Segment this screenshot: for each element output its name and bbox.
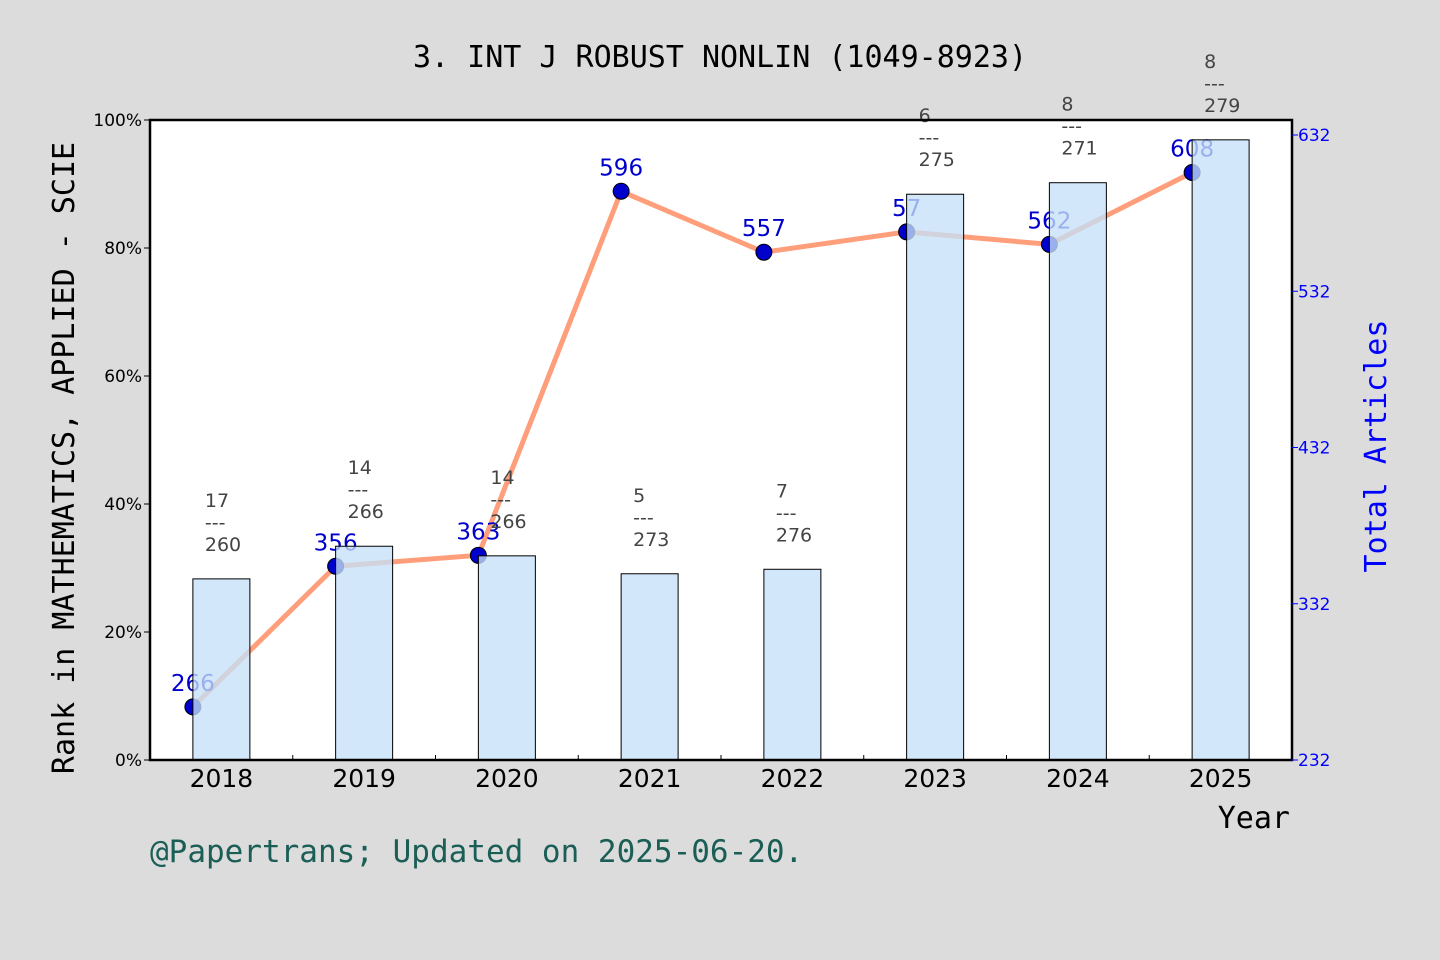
- rank-label: 14: [348, 457, 372, 479]
- rank-total-label: 275: [919, 149, 955, 171]
- x-tick-label: 2021: [618, 764, 682, 793]
- line-value-label: 557: [742, 216, 786, 242]
- x-tick-label: 2022: [761, 764, 825, 793]
- x-tick-label: 2024: [1046, 764, 1110, 793]
- line-value-label: 363: [456, 519, 500, 545]
- line-value-label: 596: [599, 155, 643, 181]
- rank-total-label: 266: [348, 501, 384, 523]
- rank-bar: [763, 568, 822, 761]
- rank-separator: ---: [348, 479, 369, 501]
- rank-total-label: 260: [205, 534, 241, 556]
- y-left-tick-label: 60%: [104, 367, 142, 387]
- rank-separator: ---: [919, 127, 940, 149]
- x-tick-label: 2019: [332, 764, 396, 793]
- footer-credit: @Papertrans; Updated on 2025-06-20.: [150, 834, 804, 870]
- rank-label: 8: [1204, 51, 1216, 73]
- x-tick-label: 2020: [475, 764, 539, 793]
- y-axis-right-label: Total Articles: [1359, 320, 1394, 573]
- y-right-tick-label: 232: [1298, 751, 1330, 771]
- rank-bar: [335, 545, 394, 761]
- rank-total-label: 266: [490, 511, 526, 533]
- rank-bar: [192, 578, 251, 761]
- rank-total-label: 271: [1061, 138, 1097, 160]
- rank-bar: [1191, 139, 1250, 761]
- rank-total-label: 279: [1204, 95, 1240, 117]
- rank-separator: ---: [205, 512, 226, 534]
- rank-label: 6: [919, 105, 931, 127]
- rank-label: 5: [633, 485, 645, 507]
- rank-separator: ---: [776, 502, 797, 524]
- y-right-tick-label: 632: [1298, 126, 1330, 146]
- y-left-tick-label: 80%: [104, 239, 142, 259]
- rank-label: 7: [776, 480, 788, 502]
- rank-bar: [620, 573, 679, 761]
- x-tick-label: 2018: [190, 764, 254, 793]
- x-tick-label: 2023: [903, 764, 967, 793]
- line-point: [755, 243, 773, 261]
- rank-total-label: 273: [633, 529, 669, 551]
- rank-separator: ---: [1204, 73, 1225, 95]
- rank-separator: ---: [633, 507, 654, 529]
- x-axis-label: Year: [1218, 801, 1290, 836]
- y-left-tick-label: 100%: [93, 111, 142, 131]
- y-right-tick-label: 432: [1298, 439, 1330, 459]
- y-left-tick-label: 0%: [115, 751, 142, 771]
- rank-bar: [906, 193, 965, 761]
- rank-bar: [477, 555, 536, 761]
- y-left-tick-label: 20%: [104, 623, 142, 643]
- line-point: [612, 182, 630, 200]
- rank-label: 17: [205, 490, 229, 512]
- rank-label: 8: [1061, 94, 1073, 116]
- plot-area: [150, 120, 1292, 760]
- rank-bar: [1048, 182, 1107, 761]
- y-axis-left-label: Rank in MATHEMATICS, APPLIED - SCIE: [47, 142, 82, 774]
- rank-total-label: 276: [776, 524, 812, 546]
- chart-title: 3. INT J ROBUST NONLIN (1049-8923): [413, 40, 1027, 75]
- y-right-tick-label: 332: [1298, 595, 1330, 615]
- rank-separator: ---: [490, 489, 511, 511]
- y-left-tick-label: 40%: [104, 495, 142, 515]
- x-tick-label: 2025: [1189, 764, 1253, 793]
- rank-label: 14: [490, 467, 514, 489]
- y-right-tick-label: 532: [1298, 282, 1330, 302]
